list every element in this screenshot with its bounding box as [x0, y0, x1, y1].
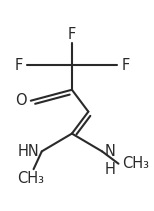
Text: F: F	[14, 58, 23, 73]
Text: O: O	[15, 93, 27, 108]
Text: N: N	[105, 144, 116, 159]
Text: CH₃: CH₃	[123, 156, 150, 171]
Text: CH₃: CH₃	[17, 170, 44, 185]
Text: HN: HN	[17, 144, 39, 159]
Text: H: H	[105, 162, 116, 177]
Text: F: F	[68, 27, 76, 42]
Text: F: F	[121, 58, 130, 73]
